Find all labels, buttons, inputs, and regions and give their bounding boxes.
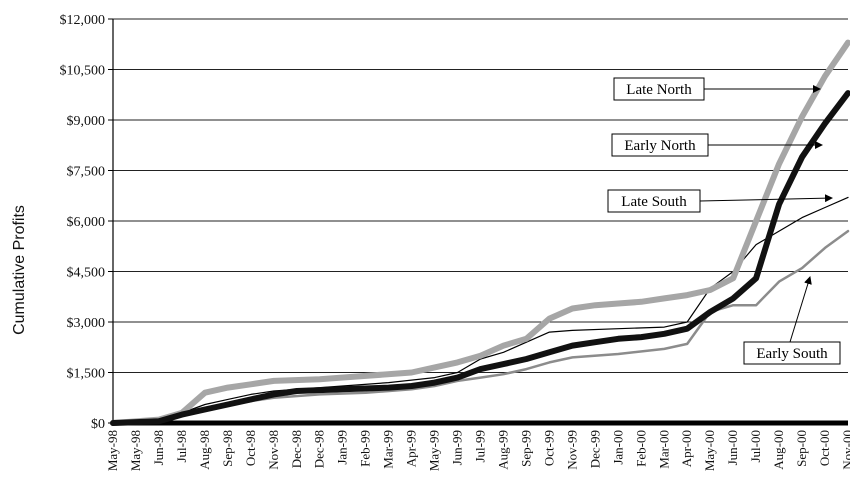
- callout-label-late-north: Late North: [626, 82, 692, 98]
- y-tick-label: $7,500: [67, 165, 106, 180]
- x-tick-label: Jul-00: [748, 430, 763, 463]
- x-tick-label: Feb-00: [633, 430, 648, 467]
- x-tick-label: Oct-00: [817, 430, 832, 466]
- callout-box-late-south: [607, 189, 701, 213]
- y-axis-title: Cumulative Profits: [11, 205, 28, 335]
- x-tick-label: Dec-98: [312, 430, 327, 468]
- callout-arrow-late-south: [699, 194, 833, 203]
- y-tick-label: $12,000: [60, 13, 106, 28]
- callout-arrow-early-south: [789, 276, 812, 343]
- x-tick-label: Jul-99: [473, 430, 488, 463]
- x-tick-label: Nov-00: [840, 430, 850, 470]
- series-line-late-south: [112, 196, 849, 424]
- x-tick-label: Sep-99: [518, 430, 533, 467]
- y-tick-label: $1,500: [67, 367, 106, 382]
- x-tick-label: Aug-00: [771, 430, 786, 470]
- series-line-late-north: [110, 39, 850, 426]
- x-tick-label: Aug-98: [197, 430, 212, 470]
- x-tick-label: Sep-00: [794, 430, 809, 467]
- callout-label-early-north: Early North: [624, 138, 696, 154]
- x-tick-label: Jan-99: [335, 430, 350, 465]
- y-tick-label: $4,500: [67, 266, 106, 281]
- y-tick-label: $9,000: [67, 114, 106, 129]
- y-tick-label: $10,500: [60, 64, 106, 79]
- y-tick-label: $3,000: [67, 316, 106, 331]
- x-tick-label: May-98: [128, 430, 143, 471]
- x-tick-label: Apr-00: [679, 430, 694, 467]
- x-tick-label: Jan-00: [610, 430, 625, 465]
- callout-box-early-north: [611, 133, 709, 157]
- x-tick-label: Jun-99: [450, 430, 465, 465]
- x-tick-label: Jul-98: [174, 430, 189, 463]
- x-tick-label: Sep-98: [220, 430, 235, 467]
- x-tick-label: Oct-99: [541, 430, 556, 466]
- x-tick-label: May-99: [427, 430, 442, 471]
- x-tick-label: Dec-98: [289, 430, 304, 468]
- x-tick-label: Nov-98: [266, 430, 281, 470]
- x-tick-label: Dec-99: [587, 430, 602, 468]
- x-tick-label: Jun-00: [725, 430, 740, 465]
- callout-box-early-south: [743, 341, 841, 365]
- x-tick-label: Mar-00: [656, 430, 671, 469]
- x-tick-label: Oct-98: [243, 430, 258, 466]
- x-tick-label: Jun-98: [151, 430, 166, 465]
- callout-label-late-south: Late South: [621, 194, 687, 210]
- y-tick-label: $6,000: [67, 215, 106, 230]
- x-tick-label: Apr-99: [404, 430, 419, 467]
- y-tick-label: $0: [91, 417, 105, 432]
- x-tick-label: Nov-99: [564, 430, 579, 470]
- series-line-early-north: [110, 90, 850, 426]
- x-tick-label: Mar-99: [381, 430, 396, 469]
- callout-label-early-south: Early South: [756, 346, 828, 362]
- x-tick-label: May-00: [702, 430, 717, 471]
- x-tick-label: Aug-99: [495, 430, 510, 470]
- callout-box-late-north: [613, 77, 705, 101]
- x-tick-label: Feb-99: [358, 430, 373, 467]
- x-tick-label: May-98: [105, 430, 120, 471]
